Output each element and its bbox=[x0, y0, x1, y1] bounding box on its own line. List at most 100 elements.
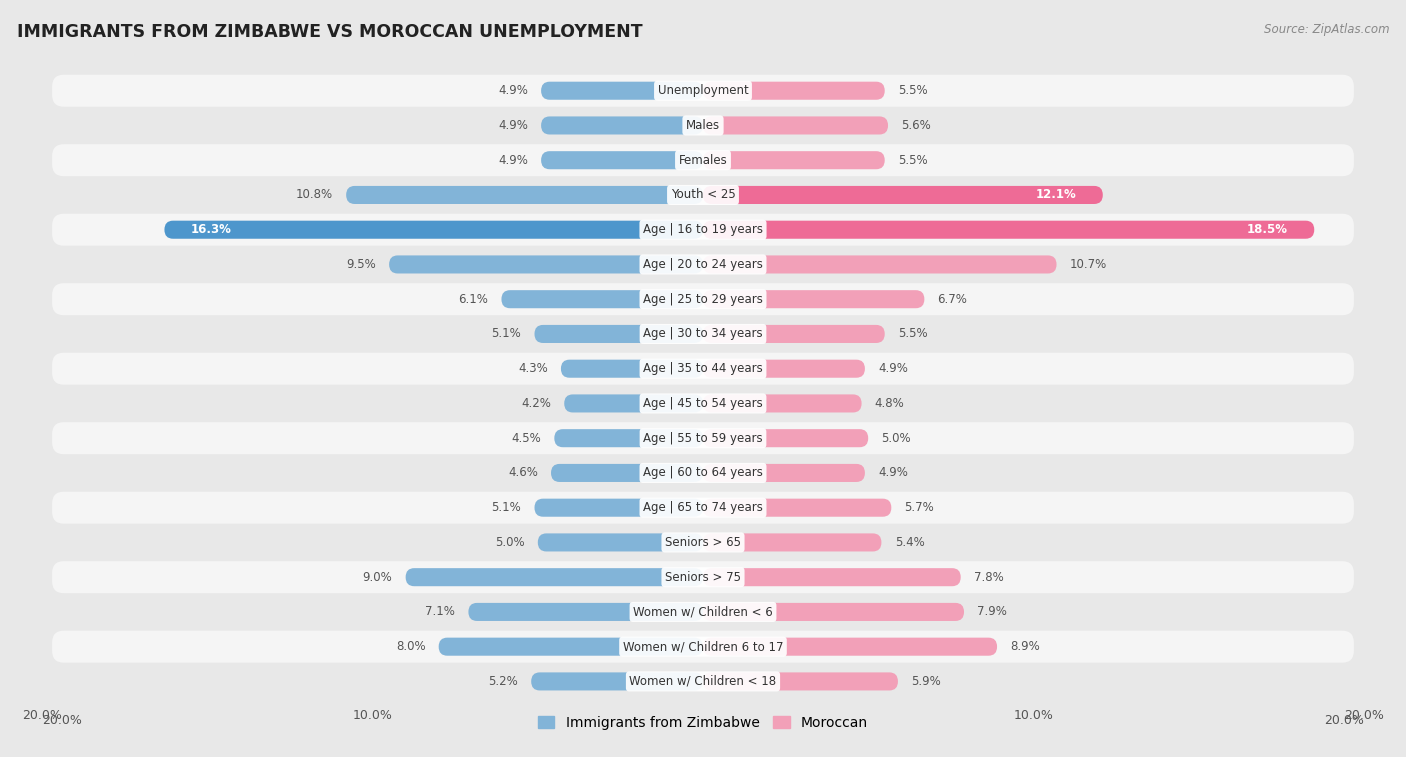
FancyBboxPatch shape bbox=[703, 151, 884, 170]
Text: 5.5%: 5.5% bbox=[898, 84, 928, 97]
Text: 5.1%: 5.1% bbox=[492, 328, 522, 341]
FancyBboxPatch shape bbox=[703, 290, 924, 308]
FancyBboxPatch shape bbox=[703, 637, 997, 656]
Text: 18.5%: 18.5% bbox=[1247, 223, 1288, 236]
FancyBboxPatch shape bbox=[703, 186, 1102, 204]
Text: Age | 65 to 74 years: Age | 65 to 74 years bbox=[643, 501, 763, 514]
Text: 5.4%: 5.4% bbox=[894, 536, 924, 549]
FancyBboxPatch shape bbox=[468, 603, 703, 621]
FancyBboxPatch shape bbox=[534, 499, 703, 517]
FancyBboxPatch shape bbox=[703, 464, 865, 482]
Text: Age | 35 to 44 years: Age | 35 to 44 years bbox=[643, 362, 763, 375]
Text: 5.5%: 5.5% bbox=[898, 328, 928, 341]
FancyBboxPatch shape bbox=[52, 179, 1354, 211]
FancyBboxPatch shape bbox=[541, 117, 703, 135]
Text: 4.3%: 4.3% bbox=[517, 362, 548, 375]
Text: 8.0%: 8.0% bbox=[396, 640, 426, 653]
Text: 20.0%: 20.0% bbox=[1324, 715, 1364, 727]
Text: 7.9%: 7.9% bbox=[977, 606, 1007, 618]
FancyBboxPatch shape bbox=[52, 318, 1354, 350]
Text: Source: ZipAtlas.com: Source: ZipAtlas.com bbox=[1264, 23, 1389, 36]
FancyBboxPatch shape bbox=[389, 255, 703, 273]
FancyBboxPatch shape bbox=[564, 394, 703, 413]
Text: Males: Males bbox=[686, 119, 720, 132]
Text: Age | 25 to 29 years: Age | 25 to 29 years bbox=[643, 293, 763, 306]
Text: 5.0%: 5.0% bbox=[882, 431, 911, 444]
FancyBboxPatch shape bbox=[52, 388, 1354, 419]
FancyBboxPatch shape bbox=[703, 603, 965, 621]
FancyBboxPatch shape bbox=[502, 290, 703, 308]
Text: Seniors > 75: Seniors > 75 bbox=[665, 571, 741, 584]
Text: Age | 16 to 19 years: Age | 16 to 19 years bbox=[643, 223, 763, 236]
Text: Seniors > 65: Seniors > 65 bbox=[665, 536, 741, 549]
FancyBboxPatch shape bbox=[52, 526, 1354, 559]
Text: 4.2%: 4.2% bbox=[522, 397, 551, 410]
Text: Females: Females bbox=[679, 154, 727, 167]
FancyBboxPatch shape bbox=[534, 325, 703, 343]
FancyBboxPatch shape bbox=[52, 353, 1354, 385]
Text: Age | 60 to 64 years: Age | 60 to 64 years bbox=[643, 466, 763, 479]
Text: 5.7%: 5.7% bbox=[904, 501, 935, 514]
FancyBboxPatch shape bbox=[703, 82, 884, 100]
Text: IMMIGRANTS FROM ZIMBABWE VS MOROCCAN UNEMPLOYMENT: IMMIGRANTS FROM ZIMBABWE VS MOROCCAN UNE… bbox=[17, 23, 643, 41]
Text: 5.9%: 5.9% bbox=[911, 675, 941, 688]
Text: 7.1%: 7.1% bbox=[426, 606, 456, 618]
FancyBboxPatch shape bbox=[52, 665, 1354, 697]
Text: 6.1%: 6.1% bbox=[458, 293, 488, 306]
FancyBboxPatch shape bbox=[346, 186, 703, 204]
FancyBboxPatch shape bbox=[52, 145, 1354, 176]
FancyBboxPatch shape bbox=[703, 499, 891, 517]
Text: 5.6%: 5.6% bbox=[901, 119, 931, 132]
FancyBboxPatch shape bbox=[703, 394, 862, 413]
FancyBboxPatch shape bbox=[561, 360, 703, 378]
FancyBboxPatch shape bbox=[52, 422, 1354, 454]
Text: 20.0%: 20.0% bbox=[42, 715, 82, 727]
Text: Age | 45 to 54 years: Age | 45 to 54 years bbox=[643, 397, 763, 410]
Text: Youth < 25: Youth < 25 bbox=[671, 188, 735, 201]
FancyBboxPatch shape bbox=[52, 248, 1354, 280]
Text: 5.1%: 5.1% bbox=[492, 501, 522, 514]
FancyBboxPatch shape bbox=[703, 569, 960, 586]
Text: 4.9%: 4.9% bbox=[879, 362, 908, 375]
FancyBboxPatch shape bbox=[703, 221, 1315, 238]
Text: 16.3%: 16.3% bbox=[191, 223, 232, 236]
FancyBboxPatch shape bbox=[405, 569, 703, 586]
Text: 10.8%: 10.8% bbox=[295, 188, 333, 201]
Text: 4.6%: 4.6% bbox=[508, 466, 537, 479]
Text: 5.5%: 5.5% bbox=[898, 154, 928, 167]
FancyBboxPatch shape bbox=[165, 221, 703, 238]
FancyBboxPatch shape bbox=[703, 672, 898, 690]
Text: 5.2%: 5.2% bbox=[488, 675, 517, 688]
FancyBboxPatch shape bbox=[52, 213, 1354, 246]
Text: Women w/ Children 6 to 17: Women w/ Children 6 to 17 bbox=[623, 640, 783, 653]
FancyBboxPatch shape bbox=[703, 255, 1056, 273]
Text: Women w/ Children < 18: Women w/ Children < 18 bbox=[630, 675, 776, 688]
FancyBboxPatch shape bbox=[703, 534, 882, 551]
FancyBboxPatch shape bbox=[531, 672, 703, 690]
Text: 4.9%: 4.9% bbox=[498, 119, 527, 132]
FancyBboxPatch shape bbox=[52, 596, 1354, 628]
Text: 4.9%: 4.9% bbox=[498, 84, 527, 97]
FancyBboxPatch shape bbox=[439, 637, 703, 656]
Text: 4.9%: 4.9% bbox=[498, 154, 527, 167]
Text: 4.8%: 4.8% bbox=[875, 397, 904, 410]
FancyBboxPatch shape bbox=[52, 283, 1354, 315]
Text: 12.1%: 12.1% bbox=[1036, 188, 1077, 201]
FancyBboxPatch shape bbox=[541, 151, 703, 170]
Text: 6.7%: 6.7% bbox=[938, 293, 967, 306]
FancyBboxPatch shape bbox=[554, 429, 703, 447]
FancyBboxPatch shape bbox=[52, 75, 1354, 107]
Text: 5.0%: 5.0% bbox=[495, 536, 524, 549]
Text: Age | 20 to 24 years: Age | 20 to 24 years bbox=[643, 258, 763, 271]
Text: 7.8%: 7.8% bbox=[974, 571, 1004, 584]
Text: 4.9%: 4.9% bbox=[879, 466, 908, 479]
FancyBboxPatch shape bbox=[52, 631, 1354, 662]
FancyBboxPatch shape bbox=[52, 457, 1354, 489]
Legend: Immigrants from Zimbabwe, Moroccan: Immigrants from Zimbabwe, Moroccan bbox=[533, 710, 873, 735]
FancyBboxPatch shape bbox=[52, 492, 1354, 524]
Text: 10.7%: 10.7% bbox=[1070, 258, 1107, 271]
Text: 8.9%: 8.9% bbox=[1011, 640, 1040, 653]
FancyBboxPatch shape bbox=[703, 360, 865, 378]
FancyBboxPatch shape bbox=[537, 534, 703, 551]
FancyBboxPatch shape bbox=[52, 110, 1354, 142]
